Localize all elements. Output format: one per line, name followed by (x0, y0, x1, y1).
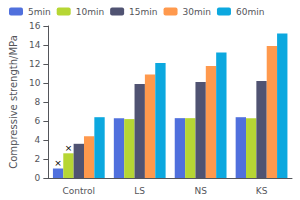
svg-text:12: 12 (29, 59, 40, 69)
svg-text:8: 8 (35, 97, 41, 107)
svg-text:×: × (54, 158, 62, 168)
svg-text:6: 6 (35, 116, 41, 126)
svg-text:4: 4 (35, 135, 41, 145)
svg-text:16: 16 (29, 21, 41, 31)
svg-text:60min: 60min (236, 7, 264, 17)
svg-text:0: 0 (35, 173, 41, 183)
svg-text:10: 10 (29, 78, 41, 88)
svg-text:LS: LS (134, 186, 145, 196)
svg-text:×: × (65, 143, 73, 153)
svg-text:5min: 5min (28, 7, 51, 17)
svg-text:15min: 15min (129, 7, 157, 17)
svg-text:2: 2 (35, 154, 41, 164)
svg-text:NS: NS (194, 186, 207, 196)
svg-text:Compressive strength/MPa: Compressive strength/MPa (8, 35, 19, 169)
svg-text:KS: KS (256, 186, 268, 196)
svg-text:14: 14 (29, 40, 41, 50)
svg-text:10min: 10min (76, 7, 104, 17)
svg-text:30min: 30min (183, 7, 211, 17)
svg-text:Control: Control (63, 186, 96, 196)
